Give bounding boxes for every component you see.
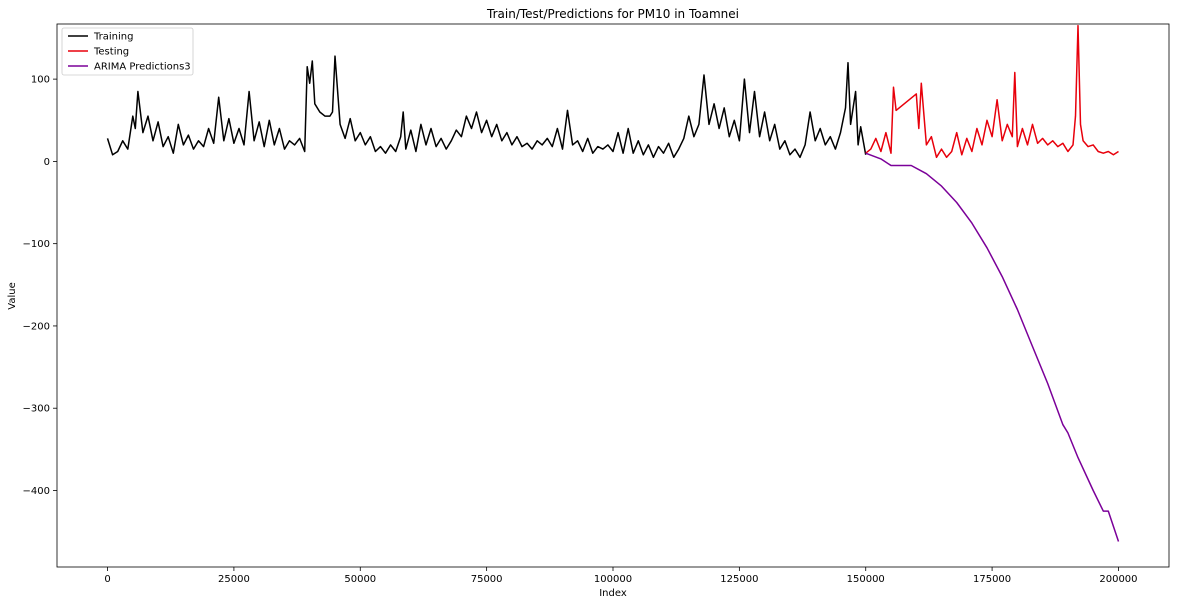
legend-label: Training: [93, 32, 133, 43]
x-axis-label: Index: [599, 588, 627, 599]
legend-label: ARIMA Predictions3: [94, 62, 191, 73]
y-tick-label: −200: [23, 321, 50, 332]
x-tick-label: 125000: [720, 574, 758, 585]
x-tick-label: 150000: [847, 574, 885, 585]
y-tick-label: −400: [23, 486, 50, 497]
y-tick-label: 100: [31, 75, 50, 86]
x-tick-label: 100000: [594, 574, 632, 585]
chart-title: Train/Test/Predictions for PM10 in Toamn…: [486, 7, 739, 21]
y-axis-label: Value: [7, 282, 18, 309]
x-tick-label: 200000: [1099, 574, 1137, 585]
x-tick-label: 175000: [973, 574, 1011, 585]
x-tick-label: 0: [104, 574, 110, 585]
legend: Training Testing ARIMA Predictions3: [62, 28, 193, 75]
x-tick-label: 75000: [471, 574, 503, 585]
y-tick-label: 0: [44, 157, 50, 168]
y-tick-label: −100: [23, 239, 50, 250]
x-tick-label: 25000: [218, 574, 250, 585]
x-tick-label: 50000: [344, 574, 376, 585]
legend-label: Testing: [93, 47, 129, 58]
y-tick-label: −300: [23, 404, 50, 415]
